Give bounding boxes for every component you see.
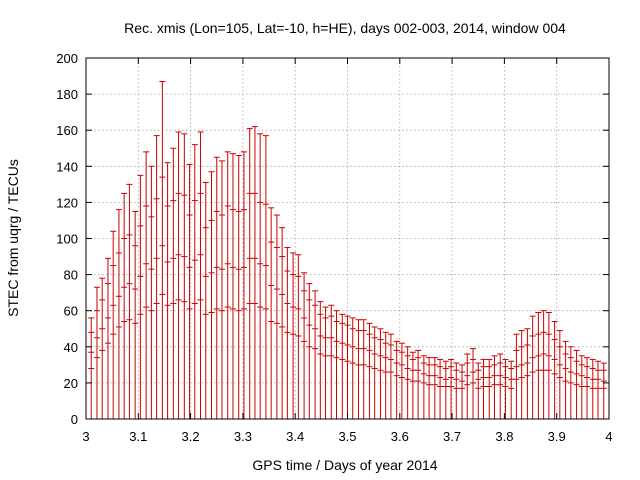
x-tick-label: 4 xyxy=(605,429,612,444)
x-tick-label: 3.8 xyxy=(495,429,513,444)
axis-ticks xyxy=(85,57,610,420)
x-tick-label: 3.6 xyxy=(391,429,409,444)
y-tick-label: 100 xyxy=(56,232,78,247)
y-tick-label: 140 xyxy=(56,159,78,174)
y-tick-label: 0 xyxy=(71,412,78,427)
x-tick-label: 3.3 xyxy=(234,429,252,444)
y-tick-label: 180 xyxy=(56,87,78,102)
x-tick-label: 3.5 xyxy=(338,429,356,444)
tick-labels: 3 3.1 3.2 3.3 3.4 3.5 3.6 3.7 3.8 3.9 402040608010… xyxy=(56,51,612,444)
chart-title: Rec. xmis (Lon=105, Lat=-10, h=HE), days… xyxy=(124,20,566,36)
x-tick-label: 3.7 xyxy=(443,429,461,444)
y-tick-label: 40 xyxy=(64,340,78,355)
x-tick-label: 3.9 xyxy=(548,429,566,444)
x-tick-label: 3.2 xyxy=(182,429,200,444)
y-tick-label: 80 xyxy=(64,268,78,283)
x-axis-label: GPS time / Days of year 2014 xyxy=(252,457,437,473)
x-tick-label: 3.4 xyxy=(286,429,304,444)
y-axis-label: STEC from uqrg / TECUs xyxy=(5,159,21,317)
y-tick-label: 200 xyxy=(56,51,78,66)
y-tick-label: 160 xyxy=(56,123,78,138)
x-tick-label: 3.1 xyxy=(129,429,147,444)
x-tick-label: 3 xyxy=(82,429,89,444)
y-tick-label: 120 xyxy=(56,195,78,210)
error-bars xyxy=(88,80,607,419)
y-tick-label: 60 xyxy=(64,304,78,319)
y-tick-label: 20 xyxy=(64,376,78,391)
